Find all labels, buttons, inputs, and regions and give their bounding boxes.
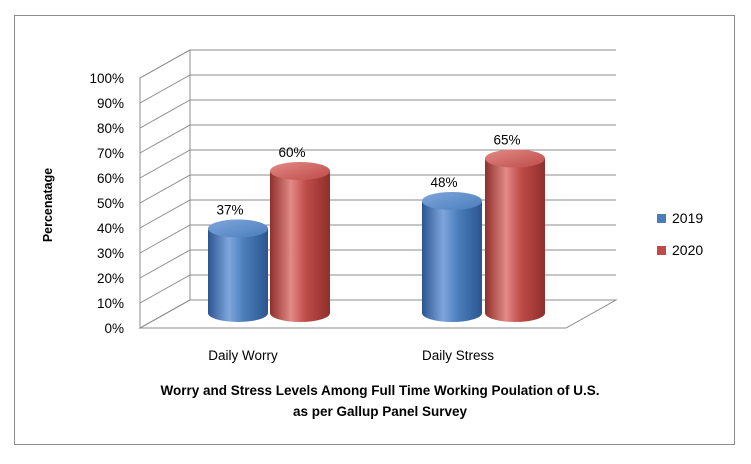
bar-2020-daily-stress	[485, 149, 545, 322]
gridline	[139, 174, 616, 204]
y-tick-label: 70%	[97, 146, 124, 161]
data-label: 48%	[430, 175, 457, 190]
y-tick-label: 20%	[97, 271, 124, 286]
gridline	[139, 149, 616, 179]
gridline	[139, 49, 616, 79]
y-tick-label: 100%	[89, 71, 124, 86]
chart-caption-line-1: Worry and Stress Levels Among Full Time …	[160, 383, 600, 398]
y-axis-label: Percenatage	[41, 167, 55, 243]
y-tick-label: 60%	[97, 171, 124, 186]
bar-top	[270, 162, 330, 180]
x-tick-label: Daily Stress	[422, 348, 494, 363]
data-label: 60%	[278, 145, 305, 160]
x-tick-label: Daily Worry	[208, 348, 278, 363]
chart-frame	[14, 15, 735, 445]
bar-body	[422, 201, 482, 322]
legend-swatch-2019	[657, 213, 666, 223]
y-tick-label: 30%	[97, 246, 124, 261]
chart-caption-line-2: as per Gallup Panel Survey	[292, 404, 468, 419]
bar-body	[208, 228, 268, 322]
bar-top	[422, 192, 482, 210]
bar-2019-daily-worry	[208, 219, 268, 322]
y-tick-label: 40%	[97, 221, 124, 236]
y-tick-label: 50%	[97, 196, 124, 211]
legend-swatch-2020	[657, 245, 666, 255]
gridline	[139, 74, 616, 104]
legend-item-2019: 2019	[657, 206, 703, 230]
legend-label-2019: 2019	[672, 210, 704, 226]
bar-body	[270, 171, 330, 322]
legend-label-2020: 2020	[672, 242, 704, 258]
data-label: 37%	[216, 203, 243, 218]
bar-top	[485, 149, 545, 168]
y-tick-label: 90%	[97, 96, 124, 111]
bar-body	[485, 158, 545, 322]
data-label: 65%	[493, 133, 520, 148]
bar-2020-daily-worry	[270, 162, 330, 322]
y-tick-label: 10%	[97, 296, 124, 311]
gridline	[139, 124, 616, 154]
bar-top	[208, 219, 268, 238]
legend-item-2020: 2020	[657, 238, 703, 262]
gridline	[139, 99, 616, 129]
y-tick-label: 80%	[97, 121, 124, 136]
legend: 2019 2020	[657, 206, 703, 270]
bar-2019-daily-stress	[422, 192, 482, 322]
y-tick-label: 0%	[104, 321, 124, 336]
